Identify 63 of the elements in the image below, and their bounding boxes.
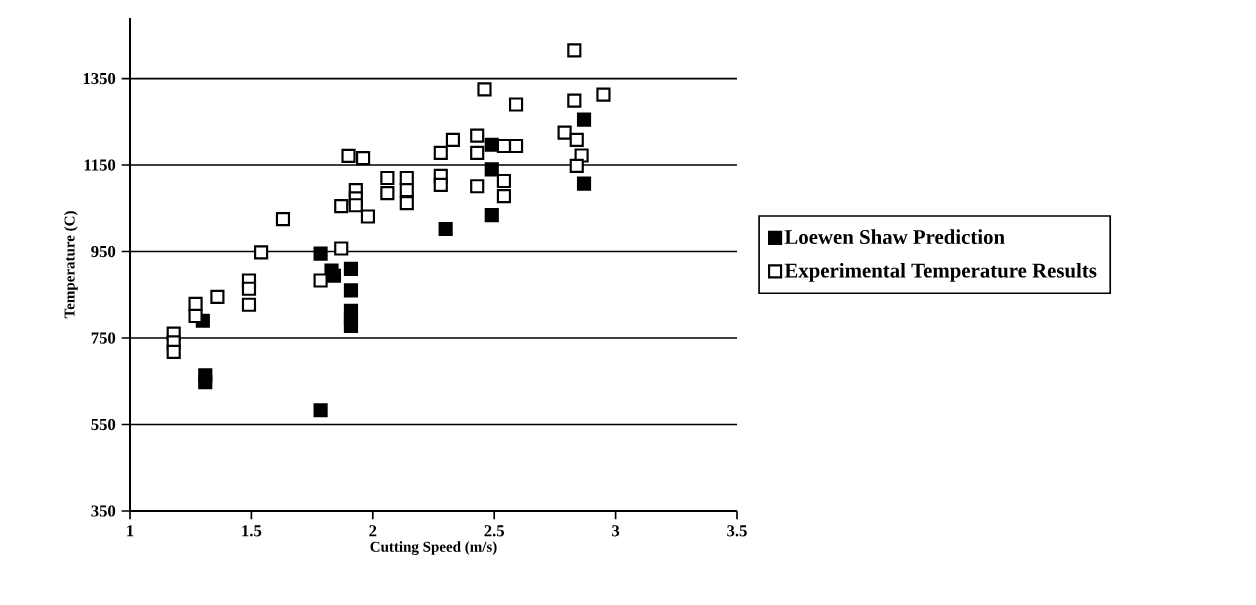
point — [360, 209, 376, 224]
point — [567, 43, 582, 58]
point — [576, 176, 592, 191]
point — [445, 132, 461, 148]
x-tick-label: 3.5 — [727, 525, 747, 537]
point — [348, 198, 363, 213]
legend-label: Experimental Temperature Results — [784, 262, 1097, 282]
y-tick-label: 950 — [91, 245, 116, 258]
y-tick-label: 1150 — [84, 159, 116, 171]
point — [241, 297, 257, 312]
point — [343, 318, 359, 333]
point — [470, 145, 485, 161]
y-axis-title: Temperature (C) — [64, 211, 78, 319]
point — [341, 148, 356, 164]
point — [433, 177, 448, 193]
point — [241, 281, 257, 296]
y-tick-label: 550 — [91, 418, 116, 431]
y-tick-label: 750 — [91, 332, 116, 344]
point — [166, 344, 181, 359]
point — [188, 296, 203, 311]
point — [470, 179, 485, 194]
point — [210, 289, 225, 305]
y-tick-label: 350 — [91, 505, 116, 517]
point — [380, 186, 395, 201]
point — [496, 173, 511, 189]
x-tick-label: 2 — [369, 525, 377, 537]
point — [496, 189, 511, 204]
point — [313, 246, 328, 261]
x-axis-title: Cutting Speed (m/s) — [370, 541, 497, 555]
point — [569, 158, 584, 173]
point — [438, 221, 453, 237]
point — [484, 162, 499, 177]
point — [399, 196, 414, 211]
y-tick-label: 1350 — [83, 72, 116, 85]
point — [380, 170, 395, 186]
point — [567, 93, 582, 108]
point — [334, 241, 349, 256]
point — [254, 245, 269, 260]
point — [557, 125, 572, 140]
point — [343, 261, 359, 276]
point — [275, 212, 291, 227]
x-tick-label: 1.5 — [242, 525, 262, 537]
legend-label: Loewen Shaw Prediction — [784, 229, 1005, 245]
point — [313, 273, 328, 288]
point — [188, 308, 203, 324]
point — [596, 87, 611, 102]
point — [356, 151, 371, 166]
point — [326, 268, 342, 283]
point — [198, 375, 213, 390]
point — [313, 403, 328, 418]
x-tick-label: 1 — [127, 525, 134, 537]
point — [433, 145, 448, 161]
point — [484, 208, 499, 223]
x-tick-label: 2.5 — [484, 525, 505, 537]
x-tick-label: 3 — [612, 525, 620, 537]
point — [508, 138, 524, 154]
point — [576, 112, 592, 127]
point — [508, 97, 524, 112]
point — [334, 199, 349, 214]
point — [569, 132, 584, 148]
point — [477, 82, 492, 97]
point — [470, 128, 485, 143]
point — [343, 283, 359, 298]
